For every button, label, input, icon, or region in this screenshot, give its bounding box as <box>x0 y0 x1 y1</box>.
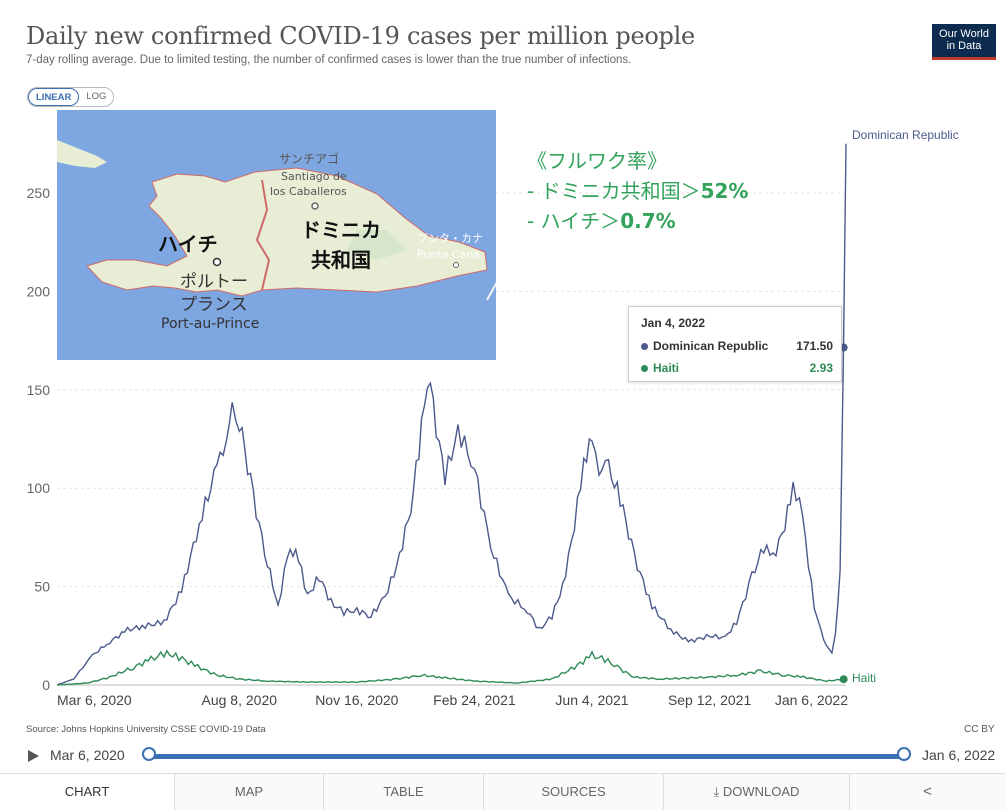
cuba-landmass <box>57 140 107 168</box>
timeline-end-handle[interactable] <box>897 747 911 761</box>
annotation-dr-value: 52% <box>700 179 749 203</box>
log-scale-button[interactable]: LOG <box>86 91 107 102</box>
tab-table[interactable]: TABLE <box>324 774 484 810</box>
timeline-start-handle[interactable] <box>142 747 156 761</box>
tab-download[interactable]: ⤓ DOWNLOAD <box>664 774 850 810</box>
share-icon: < <box>923 783 932 800</box>
tooltip-value-haiti: 2.93 <box>809 361 833 375</box>
line-chart[interactable]: 0 50 100 150 200 250 Mar 6, 2020 Aug 8, 2020 No… <box>0 0 1005 720</box>
y-tick-label: 150 <box>27 382 51 398</box>
scale-toggle[interactable]: LINEAR LOG <box>27 87 115 107</box>
y-tick-label: 0 <box>42 677 50 693</box>
tooltip-name-dominican: Dominican Republic <box>653 339 769 353</box>
x-tick-label: Jan 6, 2022 <box>775 692 848 708</box>
series-line-dominican-republic <box>56 143 847 686</box>
x-tick-label: Sep 12, 2021 <box>668 692 752 708</box>
play-icon[interactable] <box>28 750 39 762</box>
y-tick-label: 100 <box>27 480 51 496</box>
tooltip-row-dominican: Dominican Republic 171.50 <box>641 339 833 353</box>
tooltip-name-haiti: Haiti <box>653 361 680 375</box>
linear-scale-button[interactable]: LINEAR <box>28 88 80 106</box>
border-line <box>255 179 271 291</box>
santiago-marker <box>311 202 319 210</box>
map-label-dr-1: ドミニカ <box>301 218 381 242</box>
chart-title: Daily new confirmed COVID-19 cases per m… <box>26 22 695 50</box>
tooltip-row-haiti: Haiti 2.93 <box>641 361 833 375</box>
map-label-punta-en: Punta Cana <box>417 248 481 261</box>
map-label-santiago-jp: サンチアゴ <box>279 152 340 166</box>
timeline[interactable]: Mar 6, 2020 Jan 6, 2022 <box>26 745 996 767</box>
x-tick-label: Mar 6, 2020 <box>57 692 132 708</box>
x-tick-label: Aug 8, 2020 <box>202 692 278 708</box>
x-tick-label: Feb 24, 2021 <box>433 692 516 708</box>
grid-lines <box>57 192 846 686</box>
map-label-santiago-en-2: los Caballeros <box>270 185 347 198</box>
map-label-dr-2: 共和国 <box>311 248 371 272</box>
annotation-dominican-rate: - ドミニカ共和国＞52% <box>527 175 748 204</box>
annotation-haiti-rate: - ハイチ＞0.7% <box>527 205 676 234</box>
hispaniola-map <box>57 110 496 360</box>
map-inset: ハイチ ポルトー プランス Port-au-Prince ドミニカ 共和国 サン… <box>57 110 496 360</box>
tooltip-dot-dominican <box>641 343 648 351</box>
tab-map[interactable]: MAP <box>175 774 324 810</box>
forest-area <box>347 230 407 260</box>
owid-logo[interactable]: Our World in Data <box>932 24 996 60</box>
y-tick-label: 50 <box>34 579 50 595</box>
tab-sources[interactable]: SOURCES <box>484 774 664 810</box>
annotation-haiti-prefix: - ハイチ＞ <box>527 209 621 233</box>
x-tick-label: Jun 4, 2021 <box>555 692 628 708</box>
hispaniola-landmass <box>86 167 488 297</box>
end-label-dominican-republic: Dominican Republic <box>852 128 959 142</box>
download-icon: ⤓ <box>713 784 723 799</box>
chart-subtitle: 7-day rolling average. Due to limited te… <box>26 54 632 66</box>
tooltip-dot-haiti <box>641 365 648 373</box>
tab-download-label: DOWNLOAD <box>722 784 800 799</box>
end-label-haiti: Haiti <box>852 671 876 685</box>
end-labels: Dominican Republic Haiti <box>852 128 959 685</box>
map-label-port-en: Port-au-Prince <box>161 316 260 332</box>
port-au-prince-marker <box>212 257 222 267</box>
timeline-end-label: Jan 6, 2022 <box>922 747 996 763</box>
tab-bar: CHART MAP TABLE SOURCES ⤓ DOWNLOAD < <box>0 773 1005 810</box>
logo-line-2: in Data <box>946 40 982 52</box>
annotation-dr-prefix: - ドミニカ共和国＞ <box>527 179 701 203</box>
tooltip-date: Jan 4, 2022 <box>641 316 706 330</box>
y-tick-label: 200 <box>27 283 51 299</box>
hover-tooltip: Jan 4, 2022 Dominican Republic 171.50 Ha… <box>628 306 842 382</box>
annotation-heading: 《フルワク率》 <box>527 149 667 173</box>
source-note[interactable]: Source: Johns Hopkins University CSSE CO… <box>26 724 266 735</box>
license-label[interactable]: CC BY <box>964 724 995 735</box>
map-label-port-jp-2: プランス <box>180 295 248 315</box>
map-label-haiti: ハイチ <box>158 232 218 256</box>
y-axis-ticks: 0 50 100 150 200 250 <box>27 185 51 693</box>
timeline-track[interactable] <box>148 754 904 759</box>
y-tick-label: 250 <box>27 185 51 201</box>
map-label-port-jp-1: ポルトー <box>180 272 248 292</box>
tab-chart[interactable]: CHART <box>0 774 175 810</box>
x-axis-ticks: Mar 6, 2020 Aug 8, 2020 Nov 16, 2020 Feb 24… <box>57 692 848 708</box>
timeline-start-label: Mar 6, 2020 <box>50 747 125 763</box>
tooltip-value-dominican: 171.50 <box>796 339 833 353</box>
map-label-santiago-en-1: Santiago de <box>281 170 347 183</box>
series-line-haiti <box>56 649 847 686</box>
x-tick-label: Nov 16, 2020 <box>315 692 398 708</box>
punta-cana-marker <box>453 262 459 268</box>
logo-line-1: Our World <box>939 28 989 40</box>
annotation-haiti-value: 0.7% <box>620 209 676 233</box>
tab-share[interactable]: < <box>850 774 1005 810</box>
hover-point-haiti <box>839 675 848 684</box>
map-label-punta-jp: プンタ・カナ <box>417 232 483 245</box>
coast-detail <box>486 281 496 301</box>
